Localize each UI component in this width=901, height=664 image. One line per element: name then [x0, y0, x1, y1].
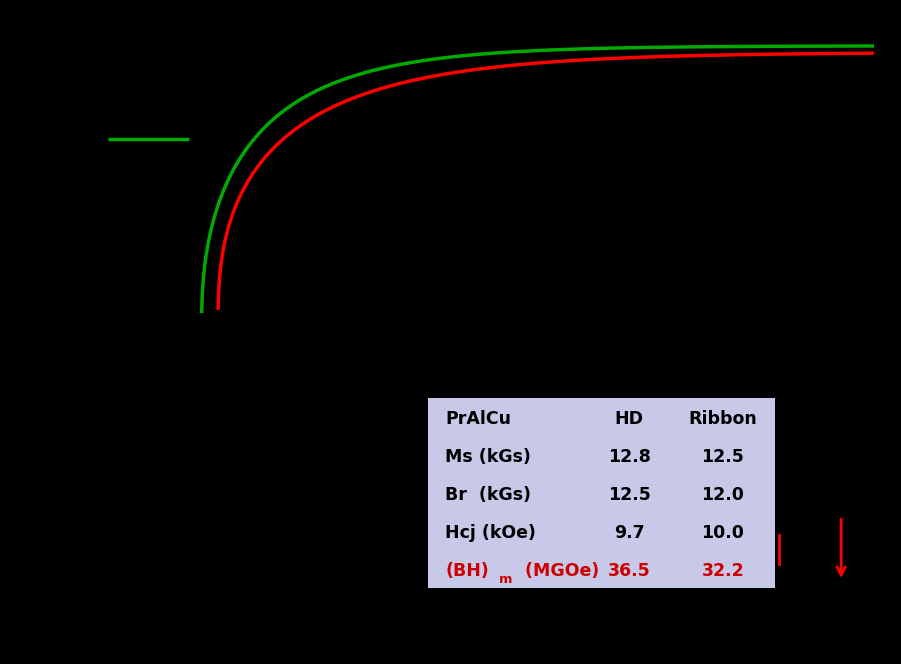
- Text: 10.0: 10.0: [701, 524, 744, 542]
- Text: (MGOe): (MGOe): [513, 562, 599, 580]
- Text: 9.7: 9.7: [614, 524, 644, 542]
- Text: PrAlCu: PrAlCu: [445, 410, 512, 428]
- Text: Ms (kGs): Ms (kGs): [445, 448, 532, 466]
- Text: 12.0: 12.0: [701, 486, 744, 504]
- Text: 12.5: 12.5: [608, 486, 651, 504]
- Text: m: m: [499, 572, 513, 586]
- Text: Hcj (kOe): Hcj (kOe): [445, 524, 536, 542]
- Text: Br  (kGs): Br (kGs): [445, 486, 532, 504]
- Text: 12.5: 12.5: [701, 448, 744, 466]
- Text: 12.8: 12.8: [608, 448, 651, 466]
- Text: (BH): (BH): [445, 562, 489, 580]
- Text: HD: HD: [614, 410, 643, 428]
- Text: 36.5: 36.5: [608, 562, 651, 580]
- Text: 32.2: 32.2: [702, 562, 744, 580]
- Text: Ribbon: Ribbon: [688, 410, 757, 428]
